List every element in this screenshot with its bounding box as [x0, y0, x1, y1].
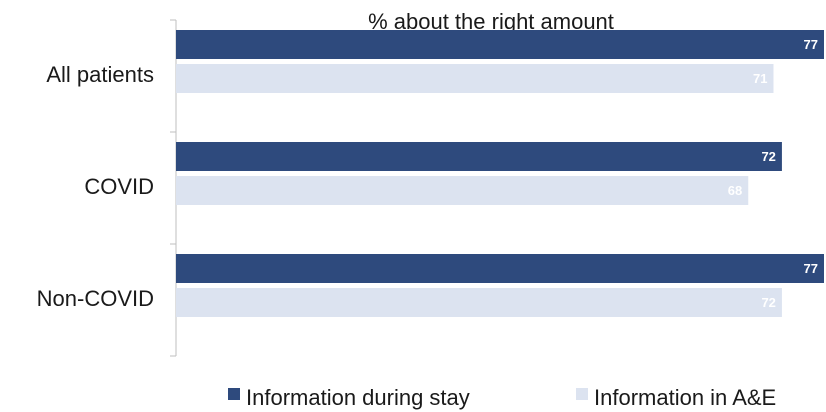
data-label: 72 [761, 295, 775, 310]
data-label: 77 [804, 261, 818, 276]
category-label: All patients [46, 62, 154, 87]
bars [176, 30, 824, 317]
category-axis [170, 19, 177, 357]
legend: Information during stay Information in A&… [228, 385, 776, 410]
bar [176, 288, 782, 317]
data-label: 72 [761, 149, 775, 164]
data-label: 77 [804, 37, 818, 52]
data-label: 71 [753, 71, 767, 86]
legend-swatch [228, 388, 240, 400]
bar [176, 254, 824, 283]
legend-label: Information in A&E [594, 385, 776, 410]
value-labels: 77 71 72 68 77 72 [728, 37, 818, 310]
legend-label: Information during stay [246, 385, 470, 410]
category-labels: All patients COVID Non-COVID [37, 62, 154, 311]
bar [176, 176, 749, 205]
bar [176, 142, 782, 171]
category-label: COVID [84, 174, 154, 199]
chart-title: % about the right amount [368, 9, 614, 34]
legend-swatch [576, 388, 588, 400]
category-label: Non-COVID [37, 286, 154, 311]
bar [176, 30, 824, 59]
data-label: 68 [728, 183, 742, 198]
bar [176, 64, 774, 93]
